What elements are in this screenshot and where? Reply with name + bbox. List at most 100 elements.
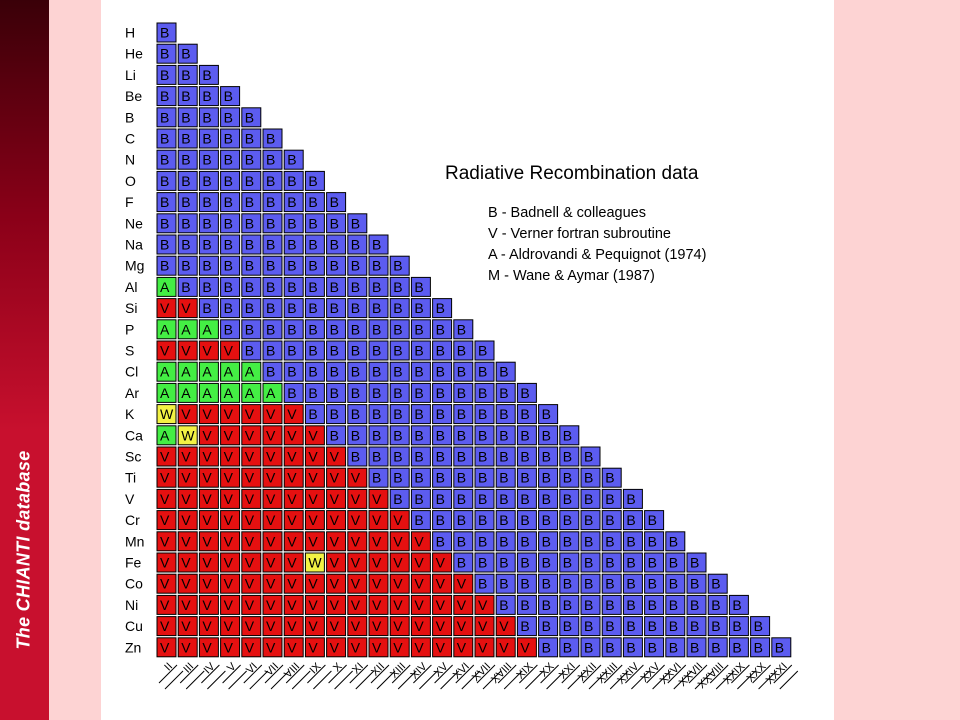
svg-text:B: B bbox=[499, 533, 508, 549]
svg-text:B: B bbox=[224, 321, 233, 337]
ion-cell: B bbox=[538, 637, 559, 658]
ion-cell: V bbox=[262, 531, 283, 552]
svg-text:B: B bbox=[160, 67, 169, 83]
svg-text:V: V bbox=[330, 449, 340, 465]
ion-cell: V bbox=[453, 573, 474, 594]
ion-cell: B bbox=[304, 340, 325, 361]
svg-text:V: V bbox=[414, 533, 424, 549]
ion-cell: B bbox=[283, 298, 304, 319]
svg-text:V: V bbox=[181, 597, 191, 613]
ion-cell: B bbox=[559, 510, 580, 531]
ion-cell: B bbox=[495, 531, 516, 552]
ion-cell: V bbox=[474, 594, 495, 615]
ion-cell: B bbox=[601, 573, 622, 594]
svg-text:B: B bbox=[563, 576, 572, 592]
ion-cell: V bbox=[347, 616, 368, 637]
svg-text:B: B bbox=[414, 406, 423, 422]
ion-cell: V bbox=[220, 446, 241, 467]
ion-tick bbox=[285, 664, 305, 684]
svg-text:B: B bbox=[520, 533, 529, 549]
svg-text:B: B bbox=[414, 512, 423, 528]
ion-cell: B bbox=[389, 340, 410, 361]
ion-cell: B bbox=[580, 446, 601, 467]
ion-cell: V bbox=[241, 510, 262, 531]
ion-cell: V bbox=[198, 531, 219, 552]
svg-text:B: B bbox=[266, 321, 275, 337]
svg-text:B: B bbox=[414, 449, 423, 465]
element-label: Co bbox=[125, 576, 143, 592]
ion-cell: B bbox=[707, 594, 728, 615]
svg-text:V: V bbox=[308, 597, 318, 613]
ion-cell: V bbox=[432, 573, 453, 594]
ion-cell: B bbox=[432, 340, 453, 361]
ion-cell: B bbox=[156, 149, 177, 170]
svg-text:V: V bbox=[457, 597, 467, 613]
ion-cell: V bbox=[262, 425, 283, 446]
ion-cell: B bbox=[538, 594, 559, 615]
ion-tick bbox=[715, 670, 735, 690]
svg-text:V: V bbox=[266, 597, 276, 613]
svg-text:B: B bbox=[160, 25, 169, 41]
ion-cell: V bbox=[198, 340, 219, 361]
ion-cell: B bbox=[495, 425, 516, 446]
ion-cell: B bbox=[410, 340, 431, 361]
svg-text:A: A bbox=[160, 427, 170, 443]
ion-tick bbox=[688, 664, 708, 684]
ion-cell: B bbox=[453, 510, 474, 531]
ion-cell: V bbox=[347, 552, 368, 573]
svg-text:B: B bbox=[478, 533, 487, 549]
ion-cell: B bbox=[559, 594, 580, 615]
ion-cell: V bbox=[262, 404, 283, 425]
svg-text:B: B bbox=[245, 215, 254, 231]
ion-cell: B bbox=[241, 149, 262, 170]
ion-cell: B bbox=[241, 213, 262, 234]
svg-text:V: V bbox=[308, 512, 318, 528]
ion-cell: B bbox=[304, 234, 325, 255]
ion-cell: B bbox=[368, 340, 389, 361]
ion-cell: B bbox=[622, 573, 643, 594]
svg-text:B: B bbox=[202, 194, 211, 210]
svg-text:V: V bbox=[266, 639, 276, 655]
ion-cell: V bbox=[368, 510, 389, 531]
svg-text:B: B bbox=[563, 555, 572, 571]
svg-text:B: B bbox=[563, 491, 572, 507]
svg-text:B: B bbox=[584, 576, 593, 592]
svg-text:V: V bbox=[308, 576, 318, 592]
svg-text:V: V bbox=[287, 618, 297, 634]
ion-cell: B bbox=[453, 382, 474, 403]
ion-cell: V bbox=[220, 510, 241, 531]
ion-cell: B bbox=[410, 276, 431, 297]
svg-text:V: V bbox=[245, 406, 255, 422]
svg-text:B: B bbox=[563, 618, 572, 634]
ion-cell: V bbox=[241, 425, 262, 446]
ion-cell: V bbox=[156, 531, 177, 552]
element-label: Zn bbox=[125, 639, 141, 655]
svg-text:A: A bbox=[224, 385, 234, 401]
svg-text:V: V bbox=[245, 491, 255, 507]
ion-cell: B bbox=[326, 340, 347, 361]
ion-cell: V bbox=[326, 488, 347, 509]
ion-cell: B bbox=[516, 425, 537, 446]
ion-cell: A bbox=[198, 382, 219, 403]
svg-text:B: B bbox=[584, 618, 593, 634]
ion-cell: V bbox=[432, 552, 453, 573]
ion-cell: B bbox=[368, 255, 389, 276]
ion-label: VI bbox=[244, 661, 260, 677]
ion-cell: B bbox=[686, 637, 707, 658]
ion-cell: B bbox=[516, 446, 537, 467]
ion-label: IX bbox=[308, 660, 324, 676]
svg-text:V: V bbox=[287, 639, 297, 655]
svg-text:B: B bbox=[584, 470, 593, 486]
ion-cell: B bbox=[665, 531, 686, 552]
svg-text:B: B bbox=[499, 449, 508, 465]
ion-cell: B bbox=[304, 361, 325, 382]
svg-text:V: V bbox=[160, 618, 170, 634]
svg-text:B: B bbox=[542, 639, 551, 655]
ion-cell: B bbox=[177, 276, 198, 297]
svg-text:B: B bbox=[732, 639, 741, 655]
svg-text:B: B bbox=[605, 512, 614, 528]
element-label: Cl bbox=[125, 364, 138, 380]
ion-cell: B bbox=[177, 86, 198, 107]
svg-text:V: V bbox=[181, 512, 191, 528]
ion-cell: V bbox=[220, 637, 241, 658]
